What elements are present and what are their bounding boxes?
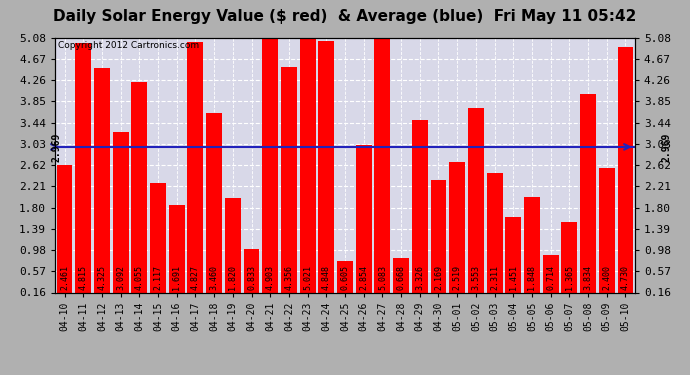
Text: 2.400: 2.400 bbox=[602, 265, 611, 290]
Text: 2.311: 2.311 bbox=[490, 265, 499, 290]
Bar bbox=[412, 120, 428, 292]
Bar bbox=[75, 43, 91, 292]
Bar bbox=[337, 261, 353, 292]
Bar bbox=[449, 162, 465, 292]
Bar bbox=[244, 249, 259, 292]
Text: 2.969: 2.969 bbox=[52, 132, 61, 162]
Bar bbox=[318, 41, 334, 292]
Bar bbox=[505, 217, 521, 292]
Bar bbox=[112, 132, 128, 292]
Bar bbox=[431, 180, 446, 292]
Text: 2.519: 2.519 bbox=[453, 265, 462, 290]
Bar bbox=[468, 108, 484, 292]
Text: 4.903: 4.903 bbox=[266, 265, 275, 290]
Text: 3.460: 3.460 bbox=[210, 265, 219, 290]
Bar bbox=[281, 67, 297, 292]
Bar bbox=[524, 197, 540, 292]
Text: 4.325: 4.325 bbox=[97, 265, 106, 290]
Text: 1.451: 1.451 bbox=[509, 265, 518, 290]
Text: Daily Solar Energy Value ($ red)  & Average (blue)  Fri May 11 05:42: Daily Solar Energy Value ($ red) & Avera… bbox=[53, 9, 637, 24]
Text: 1.691: 1.691 bbox=[172, 265, 181, 290]
Text: 2.117: 2.117 bbox=[154, 265, 163, 290]
Text: 5.021: 5.021 bbox=[303, 265, 312, 290]
Text: 2.854: 2.854 bbox=[359, 265, 368, 290]
Bar bbox=[393, 258, 409, 292]
Text: 3.326: 3.326 bbox=[415, 265, 424, 290]
Bar bbox=[206, 113, 222, 292]
Bar bbox=[150, 183, 166, 292]
Text: 4.730: 4.730 bbox=[621, 265, 630, 290]
Text: 0.833: 0.833 bbox=[247, 265, 256, 290]
Text: 0.605: 0.605 bbox=[340, 265, 350, 290]
Text: 3.092: 3.092 bbox=[116, 265, 125, 290]
Text: 0.714: 0.714 bbox=[546, 265, 555, 290]
Bar bbox=[486, 173, 502, 292]
Text: 2.969: 2.969 bbox=[662, 132, 671, 162]
Bar bbox=[543, 255, 559, 292]
Bar bbox=[131, 82, 147, 292]
Text: 1.820: 1.820 bbox=[228, 265, 237, 290]
Text: 3.834: 3.834 bbox=[584, 265, 593, 290]
Text: 2.461: 2.461 bbox=[60, 265, 69, 290]
Text: 0.668: 0.668 bbox=[397, 265, 406, 290]
Bar bbox=[94, 68, 110, 292]
Text: 4.848: 4.848 bbox=[322, 265, 331, 290]
Bar bbox=[262, 38, 278, 292]
Bar bbox=[375, 29, 391, 292]
Text: 1.365: 1.365 bbox=[565, 265, 574, 290]
Text: 1.848: 1.848 bbox=[527, 265, 536, 290]
Bar bbox=[225, 198, 241, 292]
Bar bbox=[618, 47, 633, 292]
Bar bbox=[356, 145, 372, 292]
Bar bbox=[580, 94, 596, 292]
Bar bbox=[169, 205, 185, 292]
Bar bbox=[57, 165, 72, 292]
Text: 3.553: 3.553 bbox=[471, 265, 480, 290]
Text: Copyright 2012 Cartronics.com: Copyright 2012 Cartronics.com bbox=[58, 41, 199, 50]
Bar bbox=[599, 168, 615, 292]
Text: 4.827: 4.827 bbox=[191, 265, 200, 290]
Text: 2.169: 2.169 bbox=[434, 265, 443, 290]
Bar bbox=[562, 222, 578, 292]
Text: 5.083: 5.083 bbox=[378, 265, 387, 290]
Text: 4.356: 4.356 bbox=[284, 265, 293, 290]
Bar bbox=[188, 42, 204, 292]
Text: 4.055: 4.055 bbox=[135, 265, 144, 290]
Bar bbox=[299, 32, 315, 292]
Text: 4.815: 4.815 bbox=[79, 265, 88, 290]
